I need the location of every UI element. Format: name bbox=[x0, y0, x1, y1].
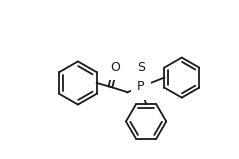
Text: O: O bbox=[110, 61, 120, 74]
Text: P: P bbox=[137, 80, 144, 93]
Text: S: S bbox=[137, 61, 145, 74]
